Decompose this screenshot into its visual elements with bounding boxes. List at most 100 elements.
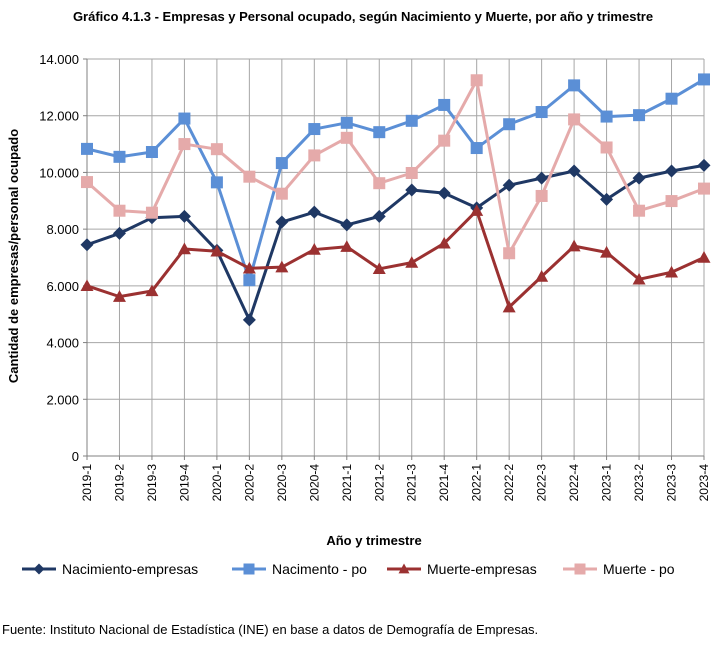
data-point-muerte-empresas <box>372 262 386 275</box>
x-tick-label: 2019-2 <box>112 464 126 502</box>
legend-marker-muerte-empresas <box>398 563 410 574</box>
data-point-muerte-empresas <box>145 284 159 297</box>
data-point-nacimiento-empresas <box>665 164 679 178</box>
y-tick-label: 12.000 <box>39 109 79 124</box>
data-point-nacimento-po <box>698 73 710 86</box>
legend-marker-muerte-po <box>574 563 586 575</box>
data-point-muerte-empresas <box>535 269 549 282</box>
x-tick-label: 2019-1 <box>80 464 94 502</box>
data-point-muerte-empresas <box>437 236 451 249</box>
data-point-nacimento-po <box>275 157 288 170</box>
data-point-muerte-empresas <box>177 242 191 255</box>
data-point-muerte-empresas <box>275 260 289 273</box>
data-point-muerte-po <box>568 113 581 126</box>
data-point-muerte-po <box>503 247 516 260</box>
x-tick-label: 2023-1 <box>600 464 614 502</box>
x-tick-label: 2023-2 <box>632 464 646 502</box>
y-tick-label: 6.000 <box>46 279 79 294</box>
data-point-nacimento-po <box>308 123 321 136</box>
data-point-muerte-po <box>308 149 321 162</box>
data-point-muerte-empresas <box>210 244 224 257</box>
data-point-muerte-po <box>275 187 288 200</box>
x-tick-label: 2022-3 <box>535 464 549 502</box>
x-tick-label: 2022-1 <box>470 464 484 502</box>
data-point-nacimento-po <box>470 142 483 155</box>
data-point-nacimento-po <box>373 126 386 139</box>
x-tick-label: 2021-4 <box>437 464 451 502</box>
legend-marker-nacimento-po <box>243 563 255 575</box>
data-point-muerte-empresas <box>502 300 516 313</box>
legend-label-muerte-po: Muerte - po <box>603 561 675 577</box>
data-point-muerte-empresas <box>307 243 321 255</box>
data-point-muerte-empresas <box>665 265 679 278</box>
series-line-muerte-empresas <box>86 209 705 309</box>
y-tick-label: 2.000 <box>46 392 79 407</box>
data-point-nacimento-po <box>600 110 613 123</box>
data-point-nacimento-po <box>113 150 126 163</box>
data-point-nacimiento-empresas <box>372 209 386 223</box>
x-tick-label: 2022-4 <box>567 464 581 502</box>
data-point-nacimiento-empresas <box>632 171 646 185</box>
data-point-muerte-po <box>113 204 126 217</box>
x-tick-label: 2021-2 <box>372 464 386 502</box>
data-point-nacimento-po <box>81 142 93 155</box>
data-point-nacimiento-empresas <box>275 215 289 229</box>
data-point-muerte-empresas <box>242 261 256 274</box>
x-tick-label: 2019-3 <box>145 464 159 502</box>
data-point-muerte-po <box>373 177 386 190</box>
data-point-muerte-po <box>340 131 353 144</box>
data-point-muerte-po <box>698 182 710 195</box>
data-point-muerte-po <box>633 204 646 217</box>
data-point-muerte-po <box>600 141 613 154</box>
data-point-nacimiento-empresas <box>502 178 516 192</box>
data-point-nacimiento-empresas <box>567 164 581 178</box>
data-point-muerte-po <box>665 195 678 208</box>
x-tick-label: 2021-3 <box>405 464 419 502</box>
data-point-nacimiento-empresas <box>112 226 126 240</box>
data-point-muerte-po <box>243 170 256 183</box>
data-point-nacimento-po <box>438 98 451 111</box>
series-line-muerte-po <box>86 78 705 255</box>
data-point-muerte-empresas <box>405 256 419 268</box>
data-point-muerte-po <box>470 74 483 87</box>
x-tick-label: 2020-1 <box>210 464 224 502</box>
y-tick-label: 10.000 <box>39 165 79 180</box>
chart-title: Gráfico 4.1.3 - Empresas y Personal ocup… <box>72 9 654 24</box>
data-point-muerte-empresas <box>470 204 484 216</box>
data-point-muerte-empresas <box>80 279 94 292</box>
source-note: Fuente: Instituto Nacional de Estadístic… <box>2 622 539 637</box>
data-point-nacimento-po <box>243 274 256 287</box>
data-point-muerte-empresas <box>567 239 581 252</box>
data-point-muerte-empresas <box>600 245 614 258</box>
data-point-nacimiento-empresas <box>437 186 451 200</box>
data-point-nacimiento-empresas <box>405 183 419 197</box>
legend: Nacimiento-empresas Nacimento - po Muerte-… <box>22 561 675 577</box>
data-point-nacimento-po <box>535 106 548 119</box>
data-point-nacimento-po <box>340 116 353 129</box>
data-point-muerte-empresas <box>697 251 711 263</box>
data-point-nacimiento-empresas <box>535 171 549 185</box>
y-tick-label: 14.000 <box>39 52 79 67</box>
data-point-nacimiento-empresas <box>697 158 711 172</box>
data-point-muerte-empresas <box>632 272 646 285</box>
data-point-nacimento-po <box>178 112 191 125</box>
x-tick-label: 2019-4 <box>177 464 191 502</box>
data-point-nacimiento-empresas <box>80 238 94 252</box>
data-point-nacimiento-empresas <box>177 209 191 223</box>
data-point-nacimento-po <box>405 114 418 127</box>
series-line-nacimento-po <box>86 78 705 282</box>
y-axis-title: Cantidad de empresas/personal ocupado <box>6 129 21 383</box>
legend-marker-nacimiento-empresas <box>33 563 45 575</box>
x-tick-label: 2020-2 <box>242 464 256 502</box>
data-point-muerte-po <box>210 143 223 156</box>
data-point-nacimento-po <box>633 109 646 122</box>
y-tick-label: 0 <box>72 449 79 464</box>
legend-label-muerte-empresas: Muerte-empresas <box>427 561 537 577</box>
data-point-muerte-empresas <box>112 290 126 302</box>
series-line-nacimiento-empresas <box>86 163 705 322</box>
data-point-muerte-po <box>81 176 93 189</box>
y-tick-label: 8.000 <box>46 222 79 237</box>
series-layer <box>80 73 711 327</box>
data-point-nacimiento-empresas <box>307 205 321 219</box>
